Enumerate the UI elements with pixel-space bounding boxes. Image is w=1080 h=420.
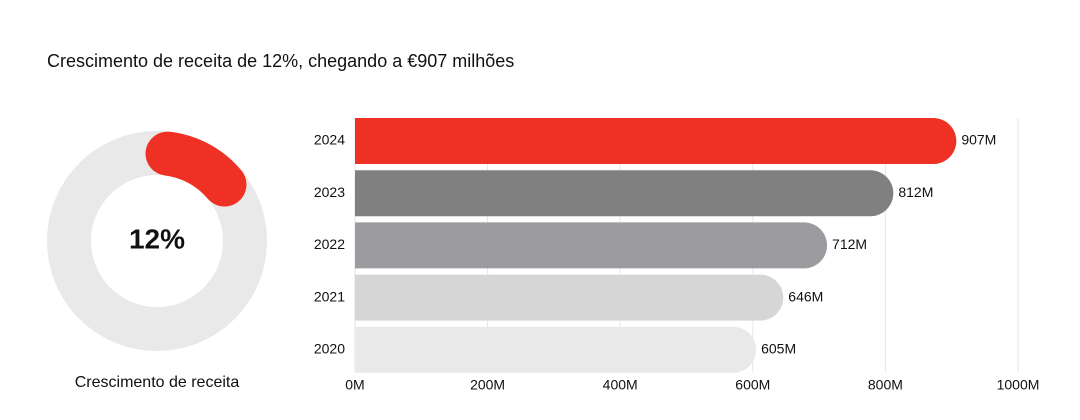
value-label: 712M (832, 236, 867, 252)
x-tick-label: 800M (868, 377, 903, 393)
y-tick-label: 2023 (314, 184, 345, 200)
x-tick-label: 400M (603, 377, 638, 393)
value-label: 646M (788, 288, 823, 304)
bar (355, 274, 784, 321)
x-tick-label: 600M (735, 377, 770, 393)
y-tick-label: 2022 (314, 236, 345, 252)
y-tick-label: 2024 (314, 132, 345, 148)
donut-value-label: 12% (129, 223, 185, 254)
donut-arc (145, 131, 247, 207)
x-tick-label: 200M (470, 377, 505, 393)
bar (355, 222, 828, 269)
chart-title: Crescimento de receita de 12%, chegando … (47, 51, 514, 71)
value-label: 605M (761, 341, 796, 357)
x-tick-label: 0M (345, 377, 364, 393)
value-label: 907M (961, 132, 996, 148)
y-tick-label: 2020 (314, 341, 345, 357)
y-tick-label: 2021 (314, 288, 345, 304)
bar (355, 326, 757, 373)
bar (355, 118, 957, 164)
x-tick-label: 1000M (997, 377, 1040, 393)
value-label: 812M (898, 184, 933, 200)
donut-caption: Crescimento de receita (75, 374, 240, 391)
bar (355, 170, 894, 217)
